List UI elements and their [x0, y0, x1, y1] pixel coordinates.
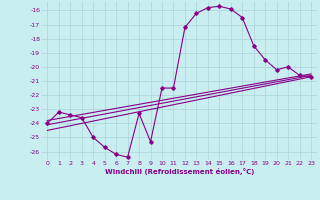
X-axis label: Windchill (Refroidissement éolien,°C): Windchill (Refroidissement éolien,°C): [105, 168, 254, 175]
